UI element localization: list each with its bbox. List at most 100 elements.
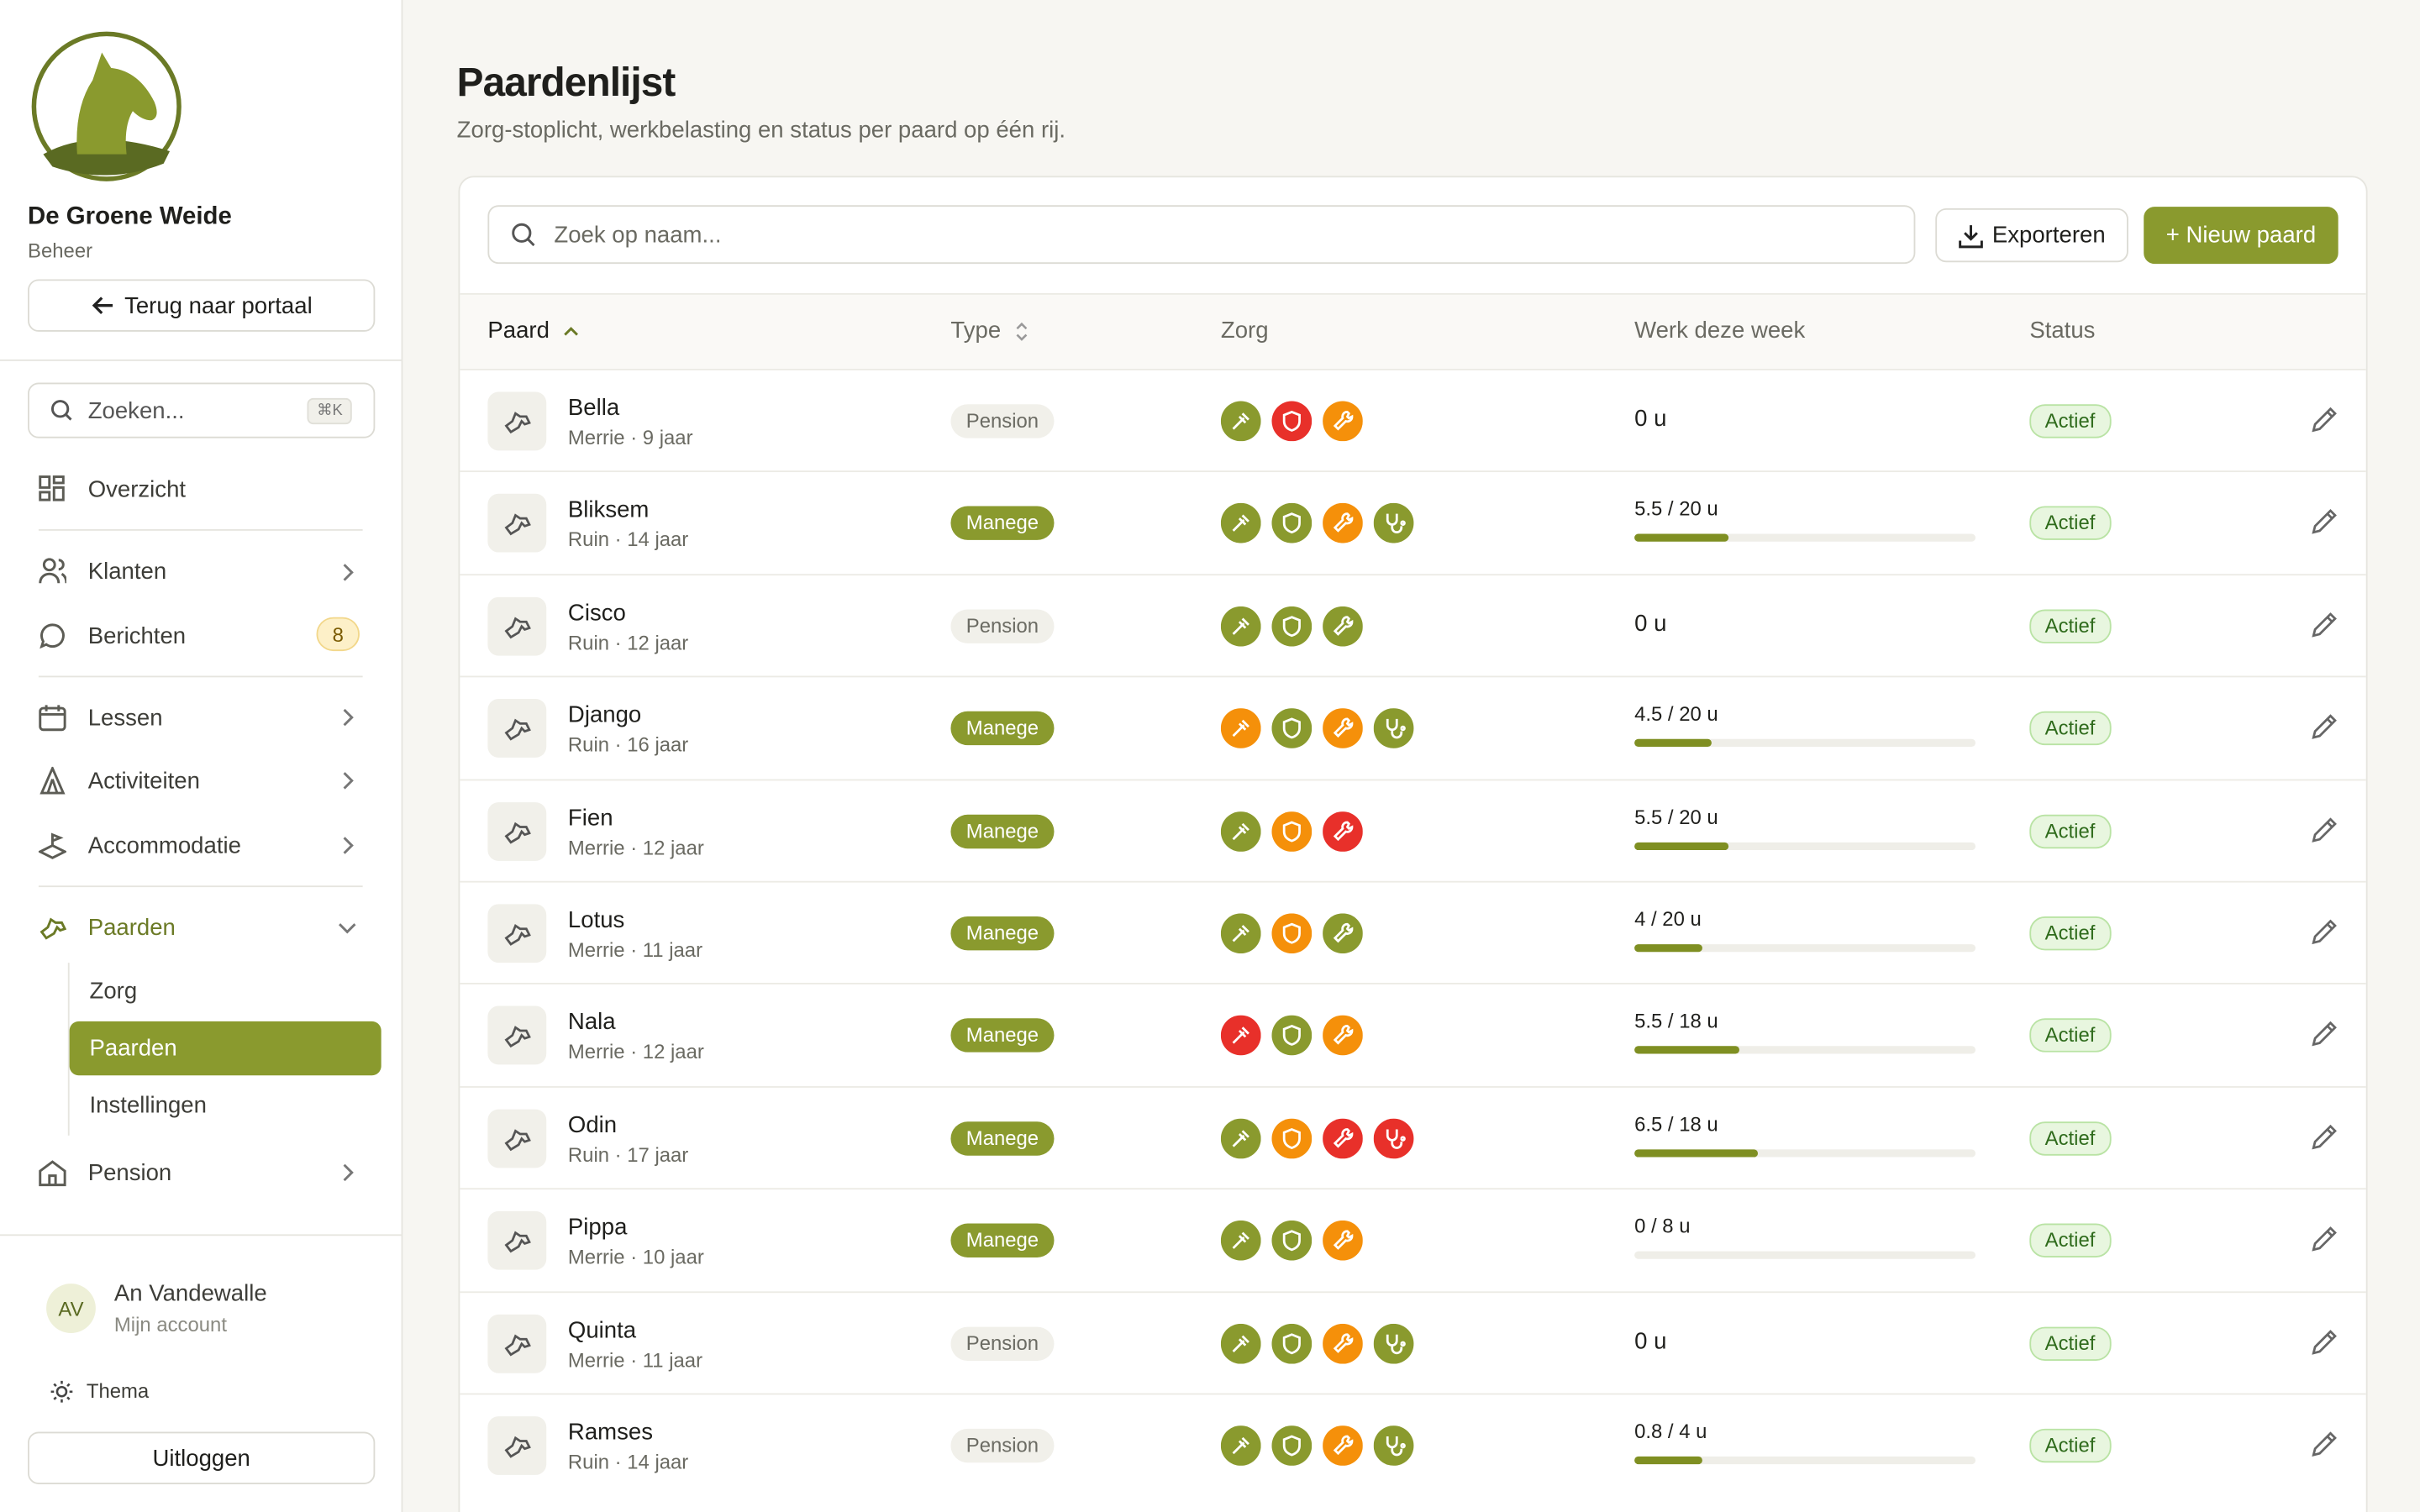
table-row[interactable]: Quinta Merrie · 11 jaar Pension 0 u Actief (460, 1290, 2366, 1394)
edit-button[interactable] (2309, 1121, 2340, 1152)
care-glyph (1282, 820, 1301, 842)
horse-info: Ruin · 17 jaar (567, 1142, 689, 1167)
edit-button[interactable] (2309, 609, 2340, 640)
icon (39, 558, 66, 584)
user-sub: Mijn account (113, 1313, 227, 1336)
care-glyph (1386, 1129, 1406, 1149)
table-row[interactable]: Pippa Merrie · 10 jaar Manege 0 / 8 u Actief (460, 1188, 2366, 1292)
status-badge: Actief (2029, 1018, 2111, 1053)
nav-item[interactable]: Activiteiten (39, 766, 200, 795)
chevron (339, 923, 356, 934)
export-button[interactable]: Exporteren (1935, 207, 2128, 263)
care-indicator (1323, 1323, 1363, 1363)
horse-icon (504, 514, 531, 537)
edit-icon (2312, 1329, 2337, 1354)
nav-item[interactable]: Berichten (39, 622, 186, 649)
column-header: Werk deze week (1634, 318, 1806, 344)
care-indicator (1271, 811, 1313, 852)
care-indicator (1271, 1425, 1313, 1466)
nav-item[interactable]: Klanten (39, 557, 166, 585)
icon (39, 623, 65, 649)
care-glyph (1282, 717, 1301, 739)
sidebar-search[interactable]: Zoeken... ⌘K (28, 382, 376, 438)
care-indicator (1220, 1016, 1261, 1057)
horse-name: Odin (567, 1111, 618, 1139)
edit-button[interactable] (2309, 1019, 2340, 1050)
horse-avatar (487, 699, 547, 759)
nav-item[interactable]: Lessen (39, 704, 163, 732)
care-indicator (1220, 708, 1261, 749)
table-row[interactable]: Bella Merrie · 9 jaar Pension 0 u Actief (460, 368, 2366, 472)
nav-item[interactable]: Pension (39, 1158, 171, 1187)
care-dot (1271, 1323, 1313, 1363)
work-label: 0 / 8 u (1634, 1214, 1691, 1238)
edit-button[interactable] (2309, 1326, 2340, 1357)
table-row[interactable]: Odin Ruin · 17 jaar Manege 6.5 / 18 u Actief (460, 1085, 2366, 1189)
care-glyph (1232, 720, 1249, 738)
care-glyph (1333, 1127, 1354, 1148)
care-dot (1271, 913, 1313, 954)
care-dot (1271, 811, 1313, 852)
nav-item[interactable]: Accommodatie (38, 832, 241, 859)
table-row[interactable]: Ramses Ruin · 14 jaar Pension 0.8 / 4 u Acti… (460, 1393, 2366, 1497)
care-indicator (1271, 913, 1313, 954)
work-track (1634, 534, 1976, 543)
sub-item-active[interactable]: Paarden (69, 1021, 381, 1076)
status-badge: Actief (2029, 507, 2111, 541)
care-indicator (1323, 708, 1363, 749)
status-badge: Actief (2029, 1326, 2111, 1361)
divider (0, 359, 402, 361)
theme[interactable]: Thema (86, 1379, 150, 1403)
nav-label: Accommodatie (87, 832, 241, 859)
horse-icon (504, 923, 531, 946)
download-icon (1958, 224, 1983, 248)
table-row[interactable]: Fien Merrie · 12 jaar Manege 5.5 / 20 u Acti… (460, 778, 2366, 882)
care-indicator (1323, 1221, 1363, 1261)
chevron (343, 564, 354, 581)
care-glyph (1232, 515, 1249, 533)
logout-button[interactable]: Uitloggen (28, 1431, 376, 1484)
care-dot (1323, 606, 1363, 647)
edit-button[interactable] (2309, 507, 2340, 538)
horse-avatar (487, 801, 547, 861)
name-search[interactable]: Zoek op naam... (487, 205, 1916, 265)
care-indicator (1271, 606, 1313, 647)
care-dot (1271, 606, 1313, 647)
edit-button[interactable] (2309, 916, 2340, 948)
care-indicator (1323, 811, 1363, 852)
table-row[interactable]: Lotus Merrie · 11 jaar Manege 4 / 20 u Actie… (460, 880, 2366, 984)
table-row[interactable]: Bliksem Ruin · 14 jaar Manege 5.5 / 20 u Act… (460, 470, 2366, 575)
table-row[interactable]: Nala Merrie · 12 jaar Manege 5.5 / 18 u Acti… (460, 983, 2366, 1087)
type-badge: Pension (950, 404, 1055, 438)
care-glyph (1333, 512, 1354, 533)
edit-button[interactable] (2309, 404, 2340, 435)
edit-button[interactable] (2309, 711, 2340, 743)
care-indicator (1323, 1425, 1363, 1466)
sub-item[interactable]: Instellingen (89, 1092, 207, 1119)
type-badge: Pension (950, 609, 1055, 643)
edit-button[interactable] (2309, 1429, 2340, 1460)
horse-avatar (487, 904, 547, 963)
table-row[interactable]: Django Ruin · 16 jaar Manege 4.5 / 20 u Acti… (460, 675, 2366, 780)
sub-item[interactable]: Zorg (89, 978, 138, 1005)
nav-item[interactable]: Paarden (39, 913, 176, 941)
care-glyph (1282, 922, 1301, 944)
care-dot (1373, 503, 1414, 544)
horse-info: Merrie · 9 jaar (567, 425, 693, 449)
edit-button[interactable] (2309, 1224, 2340, 1255)
work-label: 0 u (1634, 610, 1667, 638)
nav-item[interactable]: Overzicht (39, 475, 186, 503)
new-button[interactable]: + Nieuw paard (2144, 207, 2338, 265)
care-dot (1271, 1118, 1313, 1159)
logo (31, 31, 182, 181)
edit-button[interactable] (2309, 814, 2340, 845)
edit-icon (2312, 509, 2337, 535)
horse-path (504, 719, 531, 741)
table-card: Zoek op naam... Exporteren + Nieuw paard… (458, 176, 2368, 1512)
back-button[interactable]: Terug naar portaal (28, 279, 376, 332)
work-label: 4.5 / 20 u (1634, 702, 1718, 726)
table-row[interactable]: Cisco Ruin · 12 jaar Pension 0 u Actief (460, 573, 2366, 677)
edit-icon (2312, 1021, 2337, 1047)
care-indicator (1271, 1118, 1313, 1159)
